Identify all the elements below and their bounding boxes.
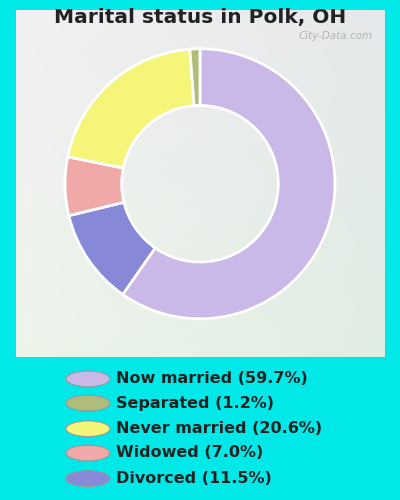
Wedge shape	[65, 157, 124, 216]
Text: Marital status in Polk, OH: Marital status in Polk, OH	[54, 8, 346, 28]
Circle shape	[66, 445, 110, 461]
Circle shape	[66, 396, 110, 411]
Text: Divorced (11.5%): Divorced (11.5%)	[116, 471, 272, 486]
Wedge shape	[190, 49, 200, 106]
Text: Separated (1.2%): Separated (1.2%)	[116, 396, 274, 410]
Wedge shape	[123, 49, 335, 318]
Circle shape	[66, 371, 110, 386]
Circle shape	[66, 421, 110, 436]
Wedge shape	[69, 202, 155, 294]
Text: Widowed (7.0%): Widowed (7.0%)	[116, 446, 263, 460]
Wedge shape	[68, 49, 194, 168]
Text: City-Data.com: City-Data.com	[299, 31, 373, 41]
Text: Never married (20.6%): Never married (20.6%)	[116, 421, 322, 436]
Circle shape	[66, 471, 110, 486]
Text: Now married (59.7%): Now married (59.7%)	[116, 372, 308, 386]
